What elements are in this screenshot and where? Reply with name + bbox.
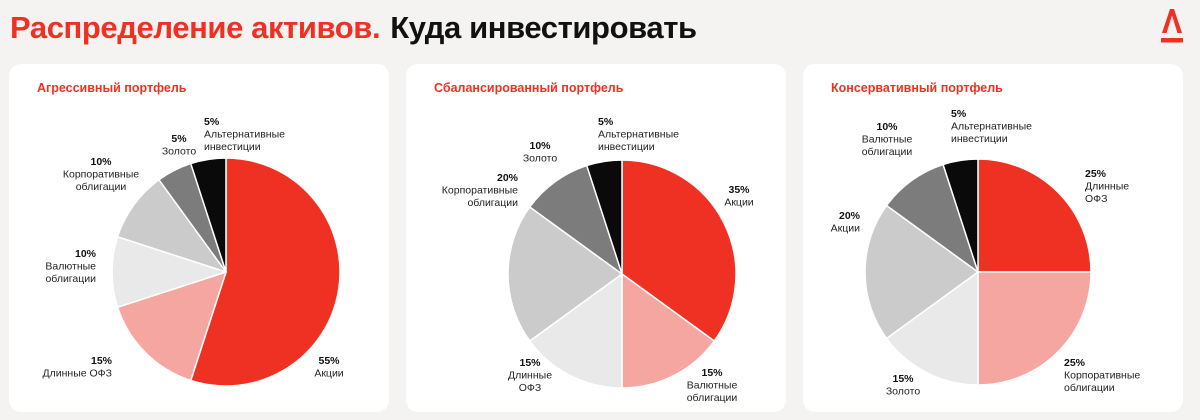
slice-label: 5% Альтернативные инвестиции: [951, 108, 1032, 145]
slice-name-label: Длинные: [1085, 181, 1129, 193]
slice-name-label: Валютные: [862, 134, 913, 146]
slice-name-label: ОФЗ: [519, 382, 542, 394]
slice-percent-label: 10%: [90, 156, 112, 168]
pie-slice: [621, 273, 715, 389]
slice-label: 25% Длинные ОФЗ: [1085, 168, 1129, 205]
pie-slice: [942, 158, 979, 273]
slice-name-label: облигации: [687, 392, 738, 404]
pie-slice: [885, 271, 979, 386]
alfa-bank-logo-icon: [1161, 9, 1183, 43]
slice-name-label: Валютные: [687, 380, 738, 392]
page-title-accent: Распределение активов.: [10, 10, 381, 45]
slice-name-label: Альтернативные: [598, 129, 679, 141]
slice-name-label: облигации: [467, 197, 518, 209]
slice-name-label: Акции: [314, 368, 343, 380]
slice-percent-label: 25%: [1064, 357, 1086, 369]
slice-label: 15% Длинные ОФЗ: [508, 357, 552, 394]
slice-name-label: Альтернативные: [951, 121, 1032, 133]
slice-label: 35% Акции: [724, 184, 753, 209]
slice-label: 10% Валютные облигации: [45, 248, 96, 285]
pie-slice: [529, 273, 623, 389]
chart-title: Агрессивный портфель: [37, 81, 187, 95]
slice-label: 20% Акции: [831, 210, 861, 235]
slice-percent-label: 15%: [701, 367, 723, 379]
slice-name-label: Акции: [831, 223, 860, 235]
slice-percent-label: 15%: [91, 355, 113, 367]
card-aggressive-portfolio: Агрессивный портфель 55% Акции 15% Длинные …: [9, 64, 389, 412]
slice-percent-label: 15%: [519, 357, 541, 369]
pie-slice: [529, 164, 623, 275]
pie-slice: [507, 206, 623, 342]
slice-label: 10% Корпоративные облигации: [63, 156, 139, 193]
slice-name-label: Золото: [886, 386, 920, 398]
slice-percent-label: 5%: [951, 108, 967, 120]
slice-label: 10% Валютные облигации: [862, 121, 913, 158]
slice-name-label: Альтернативные: [204, 129, 285, 141]
slice-name-label: Золото: [523, 153, 557, 165]
slice-label: 5% Золото: [162, 133, 196, 158]
pie-slice: [864, 204, 979, 340]
slice-name-label: Корпоративные: [63, 169, 139, 181]
slice-name-label: инвестиции: [598, 141, 655, 153]
page-header: Распределение активов. Куда инвестироват…: [10, 6, 697, 50]
pie-slice: [586, 159, 623, 275]
slice-name-label: Длинные: [508, 370, 552, 382]
slice-label: 15% Золото: [886, 373, 920, 398]
slice-name-label: Длинные ОФЗ: [43, 368, 113, 380]
pie-slice: [190, 157, 227, 273]
card-conservative-portfolio: Консервативный портфель 25% Длинные ОФЗ 25%…: [803, 64, 1183, 412]
slice-name-label: Акции: [724, 197, 753, 209]
pie-slice: [977, 158, 1092, 273]
slice-label: 15% Длинные ОФЗ: [43, 355, 113, 380]
slice-label: 55% Акции: [314, 355, 343, 380]
slice-percent-label: 10%: [876, 121, 898, 133]
pie-slice: [116, 179, 227, 273]
slice-name-label: ОФЗ: [1085, 193, 1108, 205]
chart-title: Сбалансированный портфель: [434, 81, 624, 95]
slice-label: 15% Валютные облигации: [687, 367, 738, 404]
slice-name-label: облигации: [76, 181, 127, 193]
slice-label: 10% Золото: [523, 140, 557, 165]
slice-percent-label: 5%: [171, 133, 187, 145]
slice-name-label: облигации: [1064, 382, 1115, 394]
page-title: Куда инвестировать: [390, 10, 697, 45]
slice-percent-label: 20%: [839, 210, 861, 222]
slice-percent-label: 5%: [598, 116, 614, 128]
pie-slice: [190, 157, 341, 387]
slice-label: 5% Альтернативные инвестиции: [204, 116, 285, 153]
chart-title: Консервативный портфель: [831, 81, 1003, 95]
slice-percent-label: 55%: [318, 355, 340, 367]
slice-percent-label: 5%: [204, 116, 220, 128]
slice-percent-label: 15%: [892, 373, 914, 385]
slice-name-label: Корпоративные: [442, 185, 518, 197]
slice-name-label: облигации: [862, 146, 913, 158]
slice-label: 25% Корпоративные облигации: [1064, 357, 1140, 394]
pie-slice: [885, 163, 979, 273]
slice-label: 20% Корпоративные облигации: [442, 172, 519, 209]
slice-name-label: инвестиции: [951, 133, 1008, 145]
slice-percent-label: 35%: [728, 184, 750, 196]
slice-percent-label: 25%: [1085, 168, 1107, 180]
pie-slice: [621, 159, 737, 342]
slice-name-label: Валютные: [45, 261, 96, 273]
slice-name-label: облигации: [45, 273, 96, 285]
pie-slice: [111, 236, 227, 308]
slice-percent-label: 10%: [75, 248, 97, 260]
slice-percent-label: 10%: [529, 140, 551, 152]
slice-name-label: Золото: [162, 146, 196, 158]
slice-percent-label: 20%: [497, 172, 519, 184]
slice-label: 5% Альтернативные инвестиции: [598, 116, 679, 153]
slice-name-label: Корпоративные: [1064, 370, 1140, 382]
slice-name-label: инвестиции: [204, 141, 261, 153]
card-balanced-portfolio: Сбалансированный портфель 35% Акции 15% Вал…: [406, 64, 786, 412]
pie-slice: [977, 271, 1092, 386]
